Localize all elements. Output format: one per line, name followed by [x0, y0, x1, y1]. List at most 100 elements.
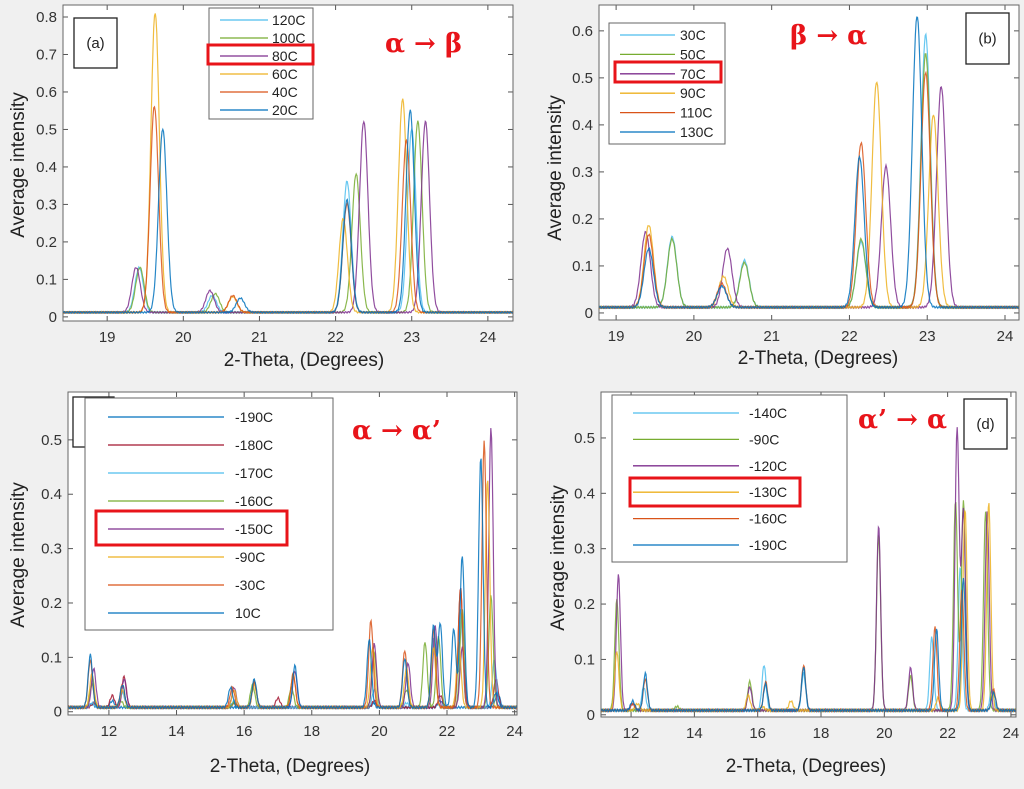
- y-tick-label: 0.2: [574, 596, 595, 613]
- x-tick-label: 16: [749, 725, 766, 742]
- x-tick-label: 14: [168, 723, 185, 740]
- legend-label: 90C: [680, 85, 706, 101]
- y-tick-label: 0.6: [572, 23, 593, 40]
- legend-item[interactable]: 70C: [620, 66, 706, 82]
- y-tick-label: 0.3: [41, 541, 62, 558]
- legend-item[interactable]: -90C: [108, 549, 265, 565]
- x-tick-label: 22: [439, 723, 456, 740]
- highlight-box: [206, 43, 315, 66]
- x-tick-label: 24: [1003, 725, 1020, 742]
- legend-label: -190C: [749, 537, 787, 553]
- legend-item[interactable]: -160C: [108, 493, 273, 509]
- series-group: [601, 427, 1016, 713]
- x-tick-label: 20: [371, 723, 388, 740]
- x-tick-label: 14: [686, 725, 703, 742]
- y-tick-label: 0.2: [41, 595, 62, 612]
- legend-label: -140C: [749, 405, 787, 421]
- legend-item[interactable]: -90C: [633, 431, 779, 447]
- legend-item[interactable]: -130C: [633, 484, 787, 500]
- x-tick-label: 24: [506, 723, 523, 740]
- x-tick-label: 23: [403, 329, 420, 346]
- panel-label: (a): [86, 35, 104, 52]
- y-tick-label: 0.4: [36, 159, 57, 176]
- legend-label: -160C: [749, 511, 787, 527]
- y-tick-label: 0.4: [574, 485, 595, 502]
- legend-label: -170C: [235, 465, 273, 481]
- legend-item[interactable]: 110C: [620, 105, 712, 121]
- y-tick-label: 0.2: [36, 234, 57, 251]
- axes-frame: [67, 391, 518, 716]
- legend-label: -150C: [235, 521, 273, 537]
- legend-item[interactable]: 50C: [620, 46, 706, 62]
- legend-label: 40C: [272, 84, 298, 100]
- y-tick-label: 0.1: [574, 651, 595, 668]
- legend-item[interactable]: -160C: [633, 511, 787, 527]
- y-tick-label: 0.3: [572, 164, 593, 181]
- y-tick-label: 0.8: [36, 9, 57, 26]
- legend-item[interactable]: 90C: [620, 85, 706, 101]
- legend-item[interactable]: -150C: [108, 521, 273, 537]
- y-tick-label: 0: [585, 305, 593, 322]
- legend-label: 10C: [235, 605, 261, 621]
- legend-item[interactable]: 30C: [620, 27, 706, 43]
- legend-label: -190C: [235, 409, 273, 425]
- axes-frame: [600, 391, 1017, 718]
- legend-item[interactable]: -30C: [108, 577, 265, 593]
- legend-item[interactable]: 80C: [220, 48, 298, 64]
- y-tick-label: 0.4: [41, 486, 62, 503]
- x-tick-label: 19: [608, 328, 625, 345]
- series-group: [68, 428, 517, 710]
- legend-item[interactable]: -190C: [633, 537, 787, 553]
- series-line--190C: [601, 577, 1016, 713]
- x-tick-label: 16: [236, 723, 253, 740]
- panel-c: 12 14 16 18 20 22 24 0 0.1 0.2 0.3 0.4 0.5 2-Theta, …: [8, 391, 523, 777]
- legend-label: 120C: [272, 12, 305, 28]
- legend-label: 50C: [680, 46, 706, 62]
- x-tick-label: 22: [327, 329, 344, 346]
- x-tick-label: 18: [813, 725, 830, 742]
- legend-label: 60C: [272, 66, 298, 82]
- legend-item[interactable]: 60C: [220, 66, 298, 82]
- legend-item[interactable]: 20C: [220, 102, 298, 118]
- x-tick-label: 21: [763, 328, 780, 345]
- legend-item[interactable]: -140C: [633, 405, 787, 421]
- y-tick-label: 0.1: [36, 271, 57, 288]
- y-tick-label: 0: [49, 309, 57, 326]
- axes-frame: [62, 4, 514, 322]
- legend-label: 80C: [272, 48, 298, 64]
- x-tick-label: 21: [251, 329, 268, 346]
- y-tick-label: 0: [587, 707, 595, 724]
- highlight-box: [94, 509, 289, 547]
- y-tick-label: 0.1: [41, 649, 62, 666]
- x-axis-label: 2-Theta, (Degrees): [738, 348, 899, 369]
- x-tick-label: 18: [303, 723, 320, 740]
- legend-item[interactable]: -190C: [108, 409, 273, 425]
- legend-item[interactable]: -180C: [108, 437, 273, 453]
- legend-item[interactable]: 130C: [620, 124, 713, 140]
- transition-annotation: α → β: [385, 29, 462, 59]
- y-axis-label: Average intensity: [548, 485, 569, 631]
- y-tick-label: 0.4: [572, 117, 593, 134]
- legend-item[interactable]: 40C: [220, 84, 298, 100]
- panel-d: 12 14 16 18 20 22 24 0 0.1 0.2 0.3 0.4 0.5 2-Theta, …: [548, 391, 1020, 777]
- legend-label: 30C: [680, 27, 706, 43]
- y-tick-label: 0.5: [572, 70, 593, 87]
- legend-item[interactable]: -120C: [633, 458, 787, 474]
- x-tick-label: 22: [939, 725, 956, 742]
- x-tick-label: 24: [480, 329, 497, 346]
- y-axis-label: Average intensity: [8, 482, 29, 628]
- panel-label: (d): [976, 416, 994, 433]
- x-tick-label: 20: [686, 328, 703, 345]
- y-tick-label: 0: [54, 704, 62, 721]
- x-tick-label: 19: [99, 329, 116, 346]
- x-tick-label: 20: [175, 329, 192, 346]
- legend-item[interactable]: 100C: [220, 30, 305, 46]
- axes-frame: [598, 4, 1020, 321]
- legend-label: 100C: [272, 30, 305, 46]
- legend-item[interactable]: 10C: [108, 605, 261, 621]
- legend-label: 70C: [680, 66, 706, 82]
- legend-item[interactable]: -170C: [108, 465, 273, 481]
- legend-item[interactable]: 120C: [220, 12, 305, 28]
- y-tick-label: 0.1: [572, 258, 593, 275]
